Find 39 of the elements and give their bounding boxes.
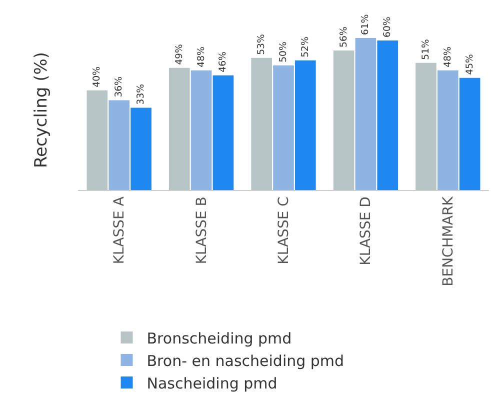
bar: [295, 60, 316, 190]
y-axis-title: Recycling (%): [32, 52, 52, 168]
data-label: 60%: [382, 16, 394, 38]
bar: [130, 108, 152, 190]
legend-label: Bronscheiding pmd: [146, 329, 292, 348]
data-label: 45%: [464, 54, 476, 75]
data-label: 46%: [218, 51, 229, 72]
bar: [273, 65, 294, 190]
bar: [355, 38, 376, 190]
bar: [437, 70, 458, 190]
x-tick-label: BENCHMARK: [440, 196, 456, 286]
data-label: 53%: [256, 34, 268, 55]
bar: [212, 75, 234, 190]
data-label: 49%: [174, 44, 185, 65]
bar: [86, 90, 108, 190]
x-tick-label: KLASSE A: [112, 196, 128, 264]
data-label: 52%: [300, 36, 311, 58]
bar: [251, 58, 272, 190]
data-label: 48%: [442, 46, 454, 68]
data-label: 56%: [338, 26, 350, 48]
data-label: 33%: [136, 84, 147, 105]
bar: [377, 40, 398, 190]
data-label: 40%: [92, 66, 103, 88]
bar: [459, 78, 480, 190]
bar: [333, 50, 354, 190]
x-tick-label: KLASSE D: [358, 196, 374, 266]
data-label: 51%: [420, 39, 432, 60]
bar: [416, 62, 436, 190]
data-label: 48%: [196, 46, 207, 68]
bar: [168, 68, 190, 190]
x-tick-label: KLASSE C: [276, 196, 292, 264]
data-label: 61%: [360, 14, 372, 35]
bar: [108, 100, 130, 190]
bar: [190, 70, 212, 190]
legend-label: Nascheiding pmd: [146, 374, 278, 392]
data-label: 36%: [114, 76, 125, 98]
x-tick-label: KLASSE B: [194, 196, 210, 264]
legend-label: Bron- en nascheiding pmd: [146, 352, 344, 370]
data-label: 50%: [278, 41, 290, 62]
